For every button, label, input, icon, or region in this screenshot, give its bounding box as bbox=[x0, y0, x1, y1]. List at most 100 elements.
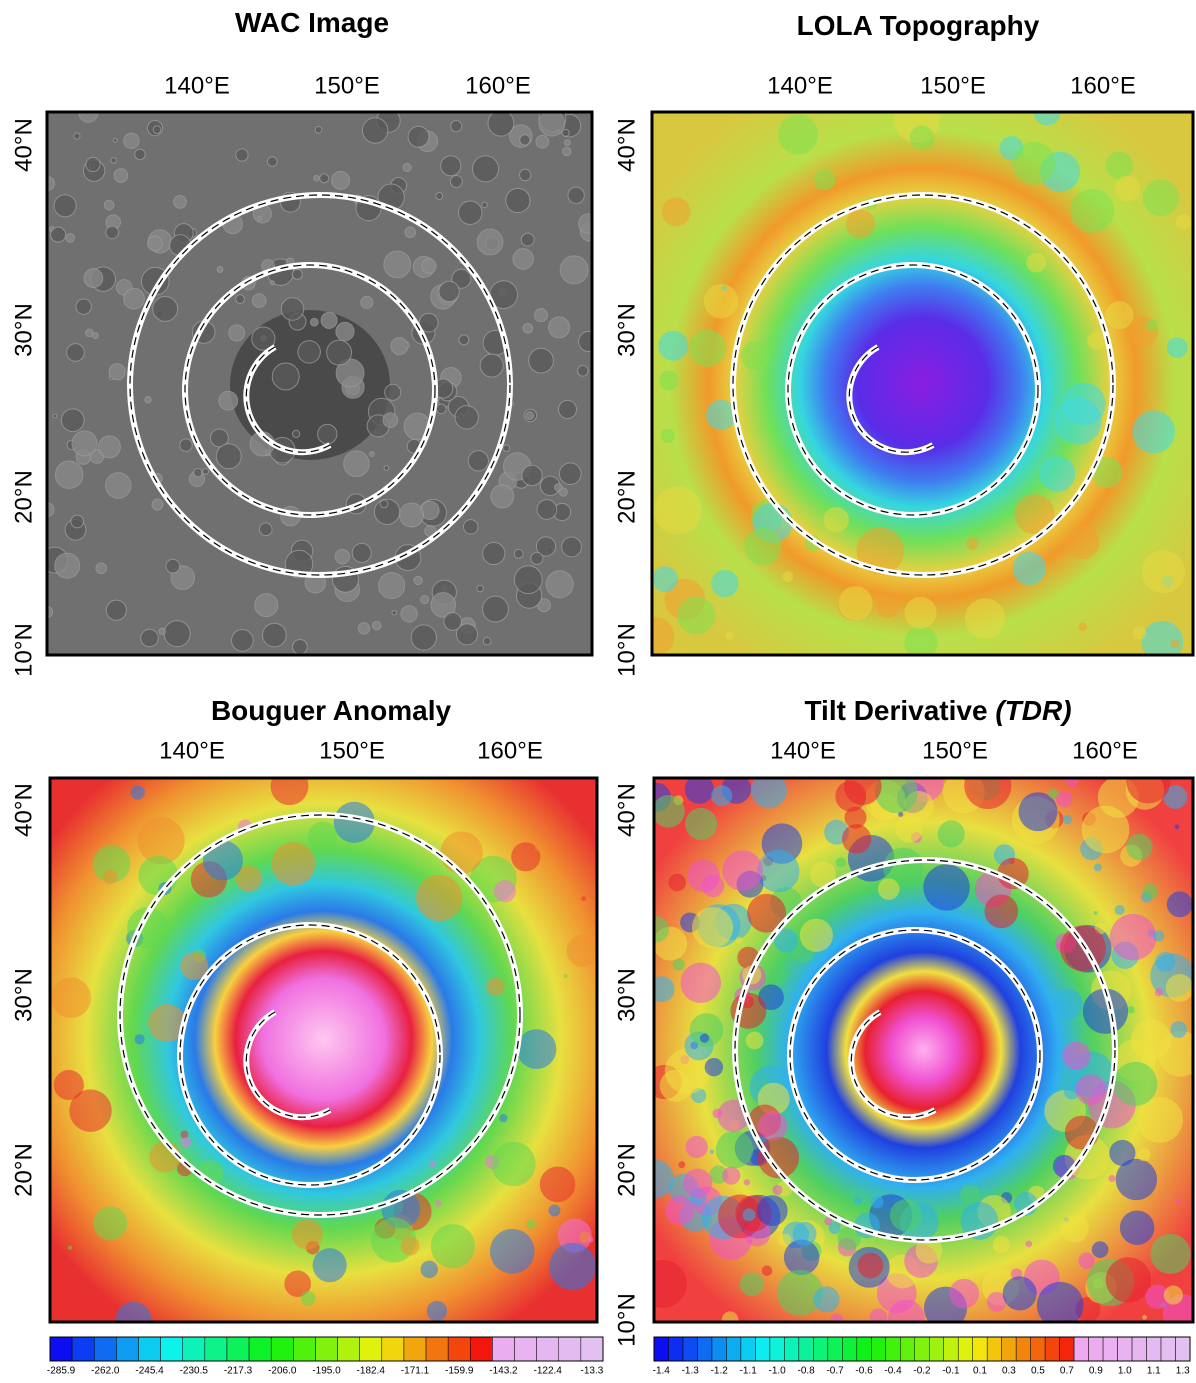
blob bbox=[1133, 626, 1146, 639]
crater bbox=[401, 606, 417, 622]
figure: WAC Image140°E150°E160°E40°N30°N20°N10°N… bbox=[0, 0, 1196, 1378]
crater bbox=[385, 384, 401, 400]
colorbar-cell bbox=[1016, 1337, 1030, 1361]
colorbar-label: -122.4 bbox=[534, 1366, 563, 1377]
blob bbox=[535, 844, 542, 851]
colorbar-cell bbox=[470, 1337, 492, 1361]
blob bbox=[431, 1224, 475, 1268]
crater bbox=[231, 630, 253, 652]
blob bbox=[652, 795, 685, 828]
colorbar-label: -171.1 bbox=[401, 1366, 430, 1377]
crater bbox=[153, 296, 178, 321]
crater bbox=[391, 338, 408, 355]
crater bbox=[109, 364, 125, 380]
blob bbox=[1138, 1148, 1151, 1161]
blob bbox=[722, 850, 763, 891]
y-tick-label: 10°N bbox=[613, 623, 640, 677]
blob bbox=[770, 967, 787, 984]
crater bbox=[72, 431, 97, 456]
blob bbox=[778, 115, 818, 155]
crater bbox=[421, 595, 429, 603]
crater bbox=[403, 163, 411, 171]
crater bbox=[537, 500, 557, 520]
crater bbox=[180, 439, 192, 451]
blob bbox=[271, 767, 309, 805]
colorbar-label: 1.3 bbox=[1176, 1366, 1190, 1377]
crater bbox=[488, 110, 514, 136]
crater bbox=[483, 542, 505, 564]
colorbar-cell bbox=[654, 1337, 668, 1361]
blob bbox=[292, 1219, 323, 1250]
crater bbox=[54, 195, 76, 217]
blob bbox=[1146, 319, 1159, 332]
crater bbox=[166, 559, 180, 573]
crater bbox=[477, 229, 503, 255]
crater bbox=[252, 294, 266, 308]
crater bbox=[564, 140, 570, 146]
crater bbox=[270, 281, 274, 285]
crater bbox=[66, 234, 75, 243]
blob bbox=[1012, 142, 1055, 185]
y-tick-label: 40°N bbox=[10, 783, 37, 837]
panel-title: LOLA Topography bbox=[797, 10, 1040, 41]
crater bbox=[51, 227, 66, 242]
x-tick-label: 150°E bbox=[319, 737, 385, 764]
colorbar-cell bbox=[559, 1337, 581, 1361]
colorbar-label: -143.2 bbox=[489, 1366, 518, 1377]
blob bbox=[710, 1150, 714, 1154]
crater bbox=[408, 126, 429, 147]
blob bbox=[421, 1261, 438, 1278]
blob bbox=[896, 815, 923, 842]
crater bbox=[298, 341, 320, 363]
crater bbox=[369, 452, 374, 457]
blob bbox=[643, 916, 669, 942]
crater bbox=[148, 236, 163, 251]
crater bbox=[392, 610, 397, 615]
colorbar-label: -1.2 bbox=[711, 1366, 729, 1377]
crater bbox=[318, 424, 337, 443]
crater bbox=[358, 623, 369, 634]
crater bbox=[523, 323, 533, 333]
crater bbox=[141, 629, 159, 647]
colorbar-cell bbox=[799, 1337, 813, 1361]
crater bbox=[526, 412, 534, 420]
panel-title: Tilt Derivative (TDR) bbox=[804, 695, 1071, 726]
blob bbox=[705, 1058, 723, 1076]
crater bbox=[522, 465, 542, 485]
blob bbox=[567, 935, 599, 967]
crater bbox=[473, 156, 499, 182]
blob bbox=[401, 1236, 420, 1255]
blob bbox=[854, 1196, 862, 1204]
crater bbox=[327, 340, 352, 365]
blob bbox=[1113, 1062, 1157, 1106]
colorbar-label: -1.0 bbox=[769, 1366, 787, 1377]
colorbar-cell bbox=[668, 1337, 682, 1361]
colorbar-cell bbox=[871, 1337, 885, 1361]
colorbar-cell bbox=[813, 1337, 827, 1361]
colorbar-cell bbox=[886, 1337, 900, 1361]
y-tick-label: 20°N bbox=[10, 470, 37, 524]
crater bbox=[124, 288, 145, 309]
blob bbox=[116, 1302, 152, 1338]
blob bbox=[1062, 1042, 1090, 1070]
x-tick-label: 140°E bbox=[770, 737, 836, 764]
blob bbox=[588, 1237, 593, 1242]
blob bbox=[711, 570, 738, 597]
crater bbox=[229, 325, 245, 341]
blob bbox=[1132, 410, 1175, 453]
blob bbox=[741, 341, 770, 370]
crater bbox=[67, 344, 85, 362]
blob bbox=[1065, 525, 1099, 559]
blob bbox=[744, 1179, 750, 1185]
crater bbox=[106, 473, 131, 498]
blob bbox=[842, 824, 871, 853]
colorbar-cell bbox=[900, 1337, 914, 1361]
blob bbox=[871, 1195, 884, 1208]
crater bbox=[332, 171, 350, 189]
blob bbox=[1025, 1241, 1032, 1248]
crater bbox=[216, 444, 241, 469]
crater bbox=[84, 269, 103, 288]
colorbar-cell bbox=[227, 1337, 249, 1361]
colorbar-cell bbox=[770, 1337, 784, 1361]
blob bbox=[813, 1286, 839, 1312]
